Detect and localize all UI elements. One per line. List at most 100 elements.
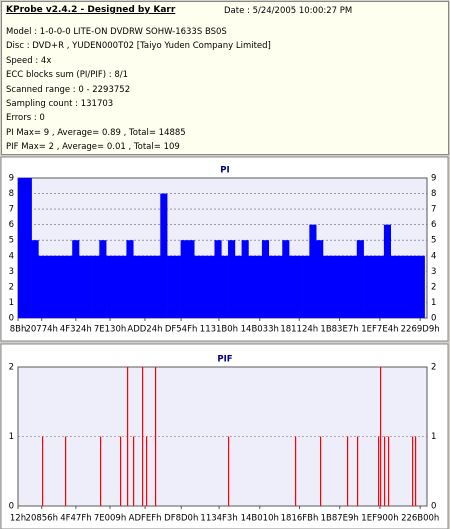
x-tick-label: ADD24h (127, 325, 162, 335)
x-tick-label: 1134F3h (200, 514, 237, 524)
bar (309, 224, 317, 318)
x-tick-label: 2269D9h (401, 325, 440, 335)
bar (320, 436, 322, 506)
y-tick-label-right: 6 (431, 220, 436, 230)
bar (329, 255, 337, 318)
x-tick-label: 226B00h (401, 514, 439, 524)
x-tick-label: 1EF7E4h (361, 325, 398, 335)
bar (241, 240, 249, 318)
x-tick-label: 20774h (25, 325, 57, 335)
x-tick-label: 8Bh (10, 325, 27, 335)
bar (133, 436, 135, 506)
info-line: Errors : 0 (6, 113, 45, 124)
x-tick-label: 1816FBh (281, 514, 319, 524)
bar (173, 255, 181, 318)
bar (31, 240, 39, 318)
bar (383, 224, 392, 318)
bar (378, 436, 380, 506)
y-tick-label-right: 1 (431, 298, 436, 308)
bar (119, 255, 127, 318)
bar (45, 255, 53, 318)
y-tick-label-right: 9 (431, 174, 436, 184)
info-line: Speed : 4x (6, 55, 52, 66)
x-tick-label: 12h (10, 514, 26, 524)
bar (92, 255, 100, 318)
plot-area (17, 177, 428, 319)
bar (127, 367, 129, 506)
bar (65, 436, 67, 506)
y-tick-label: 5 (9, 236, 14, 246)
bar (356, 240, 364, 318)
y-tick-label-right: 2 (431, 282, 436, 292)
bar (194, 255, 202, 318)
bar (377, 255, 385, 318)
y-tick-label: 8 (9, 189, 14, 199)
x-tick-label: 7E009h (94, 514, 126, 524)
bar (85, 255, 93, 318)
bar (154, 367, 157, 506)
bar (347, 436, 349, 506)
bar (261, 240, 270, 318)
bar (221, 255, 229, 318)
bar (289, 255, 297, 318)
bar (282, 240, 290, 318)
info-line: Model : 1-0-0-0 LITE-ON DVDRW SOHW-1633S… (6, 27, 227, 37)
bar (133, 255, 141, 318)
bar (51, 255, 59, 318)
y-tick-label-right: 8 (431, 189, 436, 199)
info-line: PIF Max= 2 , Average= 0.01 , Total= 109 (6, 142, 180, 153)
bar (316, 240, 324, 318)
bar (187, 240, 195, 318)
y-tick-label: 1 (9, 432, 14, 442)
x-tick-label: 4F47Fh (60, 514, 91, 524)
y-tick-label-right: 0 (431, 314, 436, 324)
bar (72, 240, 80, 318)
bar (411, 436, 414, 506)
y-tick-label-right: 4 (431, 251, 436, 261)
panel (0, 156, 449, 342)
y-tick-label: 1 (9, 298, 14, 308)
bar (268, 255, 276, 318)
bar (146, 255, 154, 318)
bar (100, 436, 102, 506)
info-panel: KProbe v2.4.2 - Designed by Karr Date : … (1, 1, 449, 155)
y-tick-label: 3 (9, 267, 14, 277)
bar (322, 255, 331, 318)
bar (200, 255, 209, 318)
bar (295, 436, 297, 506)
x-tick-label: 1B83E7h (320, 325, 358, 335)
bar (357, 436, 359, 506)
bar (302, 255, 310, 318)
chart-title: PI (220, 166, 229, 176)
bar (141, 367, 144, 506)
bar (397, 255, 405, 318)
y-tick-label-right: 7 (431, 205, 436, 215)
bar (24, 178, 32, 318)
bar (414, 436, 417, 506)
bar (112, 255, 120, 318)
bar (380, 367, 382, 506)
bar (38, 255, 46, 318)
y-tick-label-right: 5 (431, 236, 436, 246)
bar (343, 255, 351, 318)
bar (295, 255, 303, 318)
bar (126, 240, 134, 318)
y-tick-label: 6 (9, 220, 14, 230)
bar (390, 255, 398, 318)
plot-area (17, 366, 428, 507)
x-tick-label: 14B033h (241, 325, 279, 335)
x-tick-label: 1EF900h (361, 514, 398, 524)
y-tick-label: 7 (9, 205, 14, 215)
bar (404, 255, 412, 318)
bar (227, 436, 230, 506)
x-tick-label: 20856h (26, 514, 58, 524)
x-tick-label: DF8D0h (164, 514, 198, 524)
y-tick-label: 0 (9, 502, 14, 512)
x-tick-label: 7E130h (94, 325, 126, 335)
x-tick-label: 1131B0h (200, 325, 238, 335)
bar (255, 255, 263, 318)
bar (234, 255, 242, 318)
y-tick-label: 9 (9, 174, 14, 184)
info-line: PI Max= 9 , Average= 0.89 , Total= 14885 (6, 127, 186, 138)
